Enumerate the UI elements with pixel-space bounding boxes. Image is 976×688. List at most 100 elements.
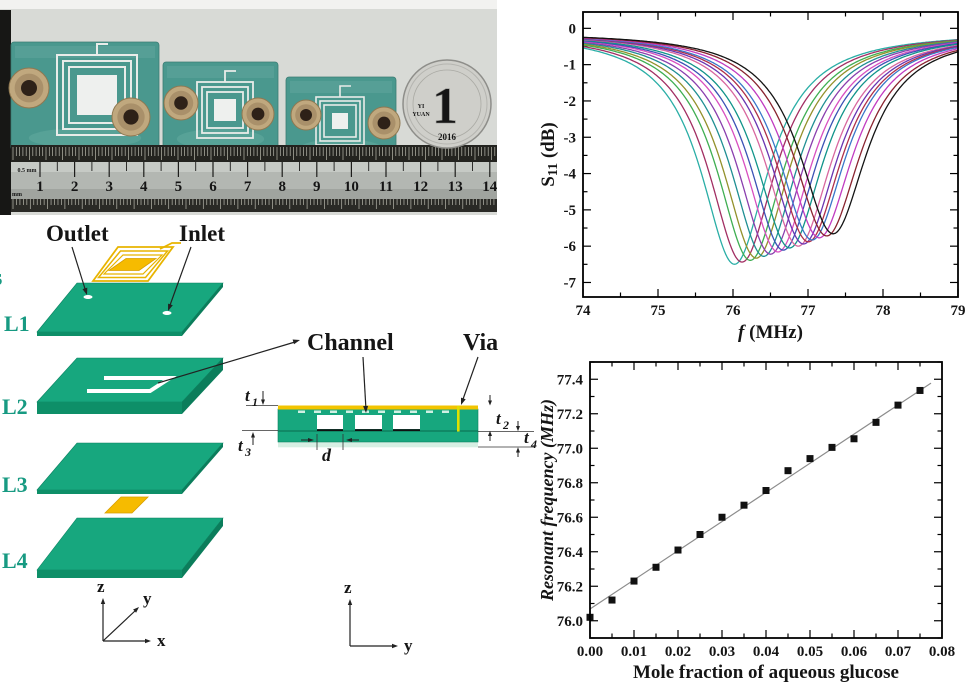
resonance-curves — [582, 36, 959, 265]
curve-13 — [582, 37, 959, 241]
x-tick-label: 0.06 — [841, 644, 868, 660]
x-tick-label: 79 — [951, 303, 966, 319]
curve-16 — [582, 36, 959, 235]
glucose-chart: 0.00 0.01 0.02 0.03 0.04 0.05 0.06 0.07 0.08 76.0… — [537, 361, 955, 683]
curve-08 — [582, 40, 959, 251]
outlet-label: Outlet — [46, 221, 109, 246]
serpentine-channel — [87, 376, 177, 393]
ruler-number: 9 — [313, 179, 321, 195]
inlet-hole — [162, 311, 172, 315]
data-point — [718, 513, 726, 521]
ruler-number: 6 — [209, 179, 217, 195]
inlet-arrow — [168, 246, 192, 309]
data-point — [806, 455, 814, 463]
axis-x-label: x — [157, 631, 166, 650]
fluid-port — [8, 67, 50, 109]
curve-02 — [582, 39, 959, 263]
scatter-points — [586, 386, 924, 621]
layer-l2 — [36, 357, 224, 414]
ruler-number: 2 — [71, 179, 79, 195]
svg-text:2: 2 — [502, 418, 509, 432]
channel-section-2 — [355, 415, 382, 429]
x-axis-title: Mole fraction of aqueous glucose — [633, 662, 899, 683]
curve-09 — [582, 39, 959, 249]
curve-04 — [582, 40, 959, 259]
axes: 0.00 0.01 0.02 0.03 0.04 0.05 0.06 0.07 0.08 76.0… — [557, 361, 955, 660]
dim-t1: t — [245, 386, 251, 405]
x-tick-label: 0.04 — [753, 644, 780, 660]
ruler-number: 3 — [105, 179, 113, 195]
cross-section-diagram — [277, 405, 479, 448]
curve-03 — [582, 39, 959, 261]
dim-d: d — [322, 445, 332, 465]
fluid-port — [163, 85, 199, 121]
outlet-hole — [83, 295, 93, 299]
svg-text:1: 1 — [252, 395, 258, 409]
x-tick-label: 74 — [576, 303, 592, 319]
via-label: Via — [463, 330, 498, 356]
x-tick-label: 0.00 — [577, 644, 603, 660]
data-point — [652, 563, 660, 571]
data-point — [872, 418, 880, 426]
data-point — [740, 501, 748, 509]
layer-l4 — [36, 517, 224, 578]
y-tick-label: 77.2 — [557, 407, 583, 423]
x-axis-title: f (MHz) — [738, 322, 803, 343]
dim-t4: t — [524, 428, 530, 447]
ruler-number: 4 — [140, 179, 148, 195]
data-point — [696, 531, 704, 538]
inlet-label: Inlet — [179, 221, 225, 246]
x-tick-label: 0.07 — [885, 644, 912, 660]
svg-text:4: 4 — [530, 437, 537, 451]
axis-y-label: y — [404, 636, 413, 655]
axis-z-label: z — [344, 578, 352, 597]
x-tick-label: 75 — [651, 303, 666, 319]
y-tick-label: 76.4 — [557, 545, 584, 561]
fluid-port — [367, 106, 401, 140]
channel-section-1 — [317, 415, 343, 429]
y-tick-label: 77.4 — [557, 372, 584, 388]
fluid-port — [241, 97, 275, 131]
photo-left-edge — [0, 10, 11, 215]
data-point — [762, 487, 770, 495]
gold-electrode-patch — [104, 496, 149, 514]
edge-text-fragment: s — [0, 265, 2, 291]
ruler-unit-top: 0.5 mm — [18, 168, 37, 174]
ruler-number: 13 — [448, 179, 463, 195]
axes-side-view: z y — [344, 578, 413, 655]
y-tick-label: 76.2 — [557, 579, 583, 595]
axis-z-label: z — [97, 577, 105, 596]
data-point — [850, 435, 858, 443]
x-tick-label: 0.05 — [797, 644, 823, 660]
ruler-number: 12 — [413, 179, 428, 195]
y-tick-label: -5 — [564, 203, 577, 219]
s11-chart: 74 75 76 77 78 79 0 -1 -2 -3 -4 -5 -6 -7 f (MHz) S11 (d… — [538, 11, 966, 343]
ruler-number: 5 — [175, 179, 183, 195]
layer-label-l2: L2 — [2, 394, 28, 419]
ruler-number: 14 — [482, 179, 497, 195]
coin-year: 2016 — [438, 132, 457, 142]
channel-label: Channel — [307, 330, 394, 356]
x-tick-label: 77 — [801, 303, 817, 319]
x-tick-label: 78 — [876, 303, 891, 319]
axis-y-label: y — [143, 589, 152, 608]
ruler-number: 8 — [278, 179, 286, 195]
channel-pointer-line — [157, 341, 296, 384]
y-tick-label: 0 — [569, 21, 577, 37]
x-tick-label: 0.08 — [929, 644, 955, 660]
curve-11 — [582, 38, 959, 245]
ruler-number: 1 — [36, 179, 44, 195]
outlet-arrow — [71, 246, 87, 293]
curve-07 — [582, 40, 959, 253]
data-point — [828, 443, 836, 451]
axes: 74 75 76 77 78 79 0 -1 -2 -3 -4 -5 -6 -7 — [564, 12, 966, 319]
coin-text: YI — [418, 104, 425, 110]
fluid-port — [111, 97, 151, 137]
spiral-inductor-gold — [91, 242, 181, 282]
layer-l1 — [36, 282, 224, 336]
y-tick-label: 76.8 — [557, 476, 583, 492]
x-tick-label: 76 — [726, 303, 742, 319]
dim-t3: t — [238, 436, 244, 455]
